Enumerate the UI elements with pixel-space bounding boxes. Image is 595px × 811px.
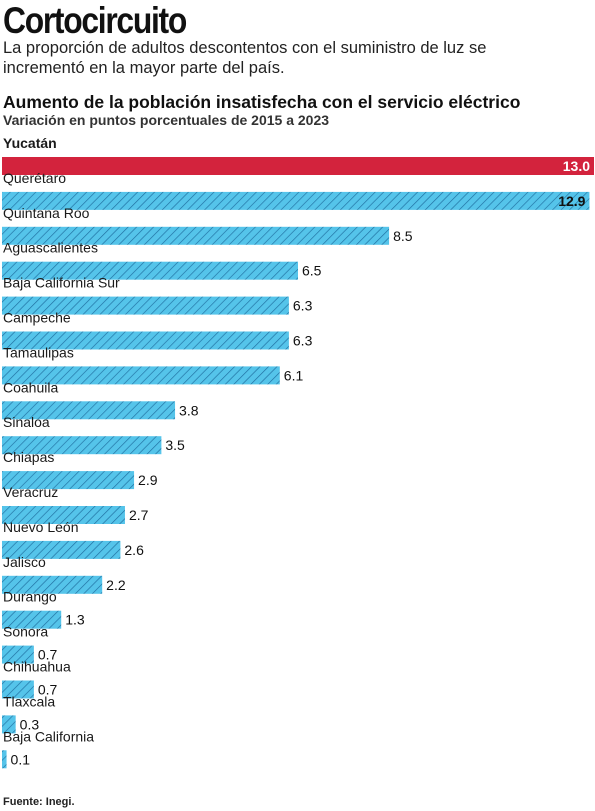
value-label: 3.5 bbox=[165, 437, 185, 453]
bar bbox=[2, 645, 34, 664]
value-label: 6.3 bbox=[293, 333, 313, 349]
bar bbox=[2, 680, 34, 699]
value-label: 13.0 bbox=[563, 158, 590, 174]
bar bbox=[2, 157, 594, 175]
value-label: 0.1 bbox=[11, 751, 31, 767]
category-label: Chiapas bbox=[3, 449, 54, 465]
bar bbox=[2, 261, 298, 280]
category-label: Querétaro bbox=[3, 170, 66, 186]
value-label: 0.3 bbox=[20, 716, 40, 732]
bar bbox=[2, 226, 390, 245]
value-label: 6.1 bbox=[284, 367, 304, 383]
chart-title: Aumento de la población insatisfecha con… bbox=[3, 92, 521, 112]
category-label: Quintana Roo bbox=[3, 205, 90, 221]
value-label: 2.9 bbox=[138, 472, 158, 488]
category-label: Chihuahua bbox=[3, 659, 71, 675]
bar bbox=[2, 191, 590, 210]
value-label: 6.5 bbox=[302, 263, 322, 279]
bar bbox=[2, 715, 16, 734]
category-label: Campeche bbox=[3, 310, 71, 326]
value-label: 12.9 bbox=[558, 193, 585, 209]
value-label: 2.2 bbox=[106, 577, 126, 593]
bar bbox=[2, 331, 289, 350]
category-label: Baja California Sur bbox=[3, 275, 120, 291]
category-label: Sinaloa bbox=[3, 414, 50, 430]
bar bbox=[2, 471, 135, 490]
category-label: Nuevo León bbox=[3, 519, 79, 535]
value-label: 0.7 bbox=[38, 647, 58, 663]
value-label: 2.6 bbox=[124, 542, 144, 558]
bar bbox=[2, 540, 121, 559]
bar bbox=[2, 575, 103, 594]
bar bbox=[2, 506, 125, 524]
bar-chart: Yucatán 13.0 Querétaro 12.9 Quintana Roo 8.5 A… bbox=[2, 135, 594, 769]
value-label: 3.8 bbox=[179, 402, 199, 418]
category-label: Jalisco bbox=[3, 554, 46, 570]
bar bbox=[2, 750, 7, 769]
chart-subtitle: Variación en puntos porcentuales de 2015… bbox=[3, 112, 330, 128]
value-label: 2.7 bbox=[129, 507, 149, 523]
category-label: Baja California bbox=[3, 728, 94, 744]
category-label: Tlaxcala bbox=[3, 693, 55, 709]
source-note: Fuente: Inegi. bbox=[3, 796, 75, 808]
value-label: 1.3 bbox=[65, 612, 85, 628]
bar bbox=[2, 366, 280, 385]
category-label: Durango bbox=[3, 589, 57, 605]
category-label: Aguascalientes bbox=[3, 240, 98, 256]
bar bbox=[2, 436, 162, 455]
value-label: 0.7 bbox=[38, 682, 58, 698]
value-label: 6.3 bbox=[293, 298, 313, 314]
category-label: Yucatán bbox=[3, 135, 57, 151]
bar bbox=[2, 610, 62, 629]
bar bbox=[2, 296, 289, 315]
category-label: Sonora bbox=[3, 624, 48, 640]
category-label: Veracruz bbox=[3, 484, 58, 500]
value-label: 8.5 bbox=[393, 228, 413, 244]
page-title: Cortocircuito bbox=[3, 0, 187, 41]
category-label: Coahuila bbox=[3, 379, 58, 395]
category-label: Tamaulipas bbox=[3, 344, 74, 360]
bar bbox=[2, 401, 176, 420]
page-subtitle: La proporción de adultos descontentos co… bbox=[3, 39, 487, 77]
